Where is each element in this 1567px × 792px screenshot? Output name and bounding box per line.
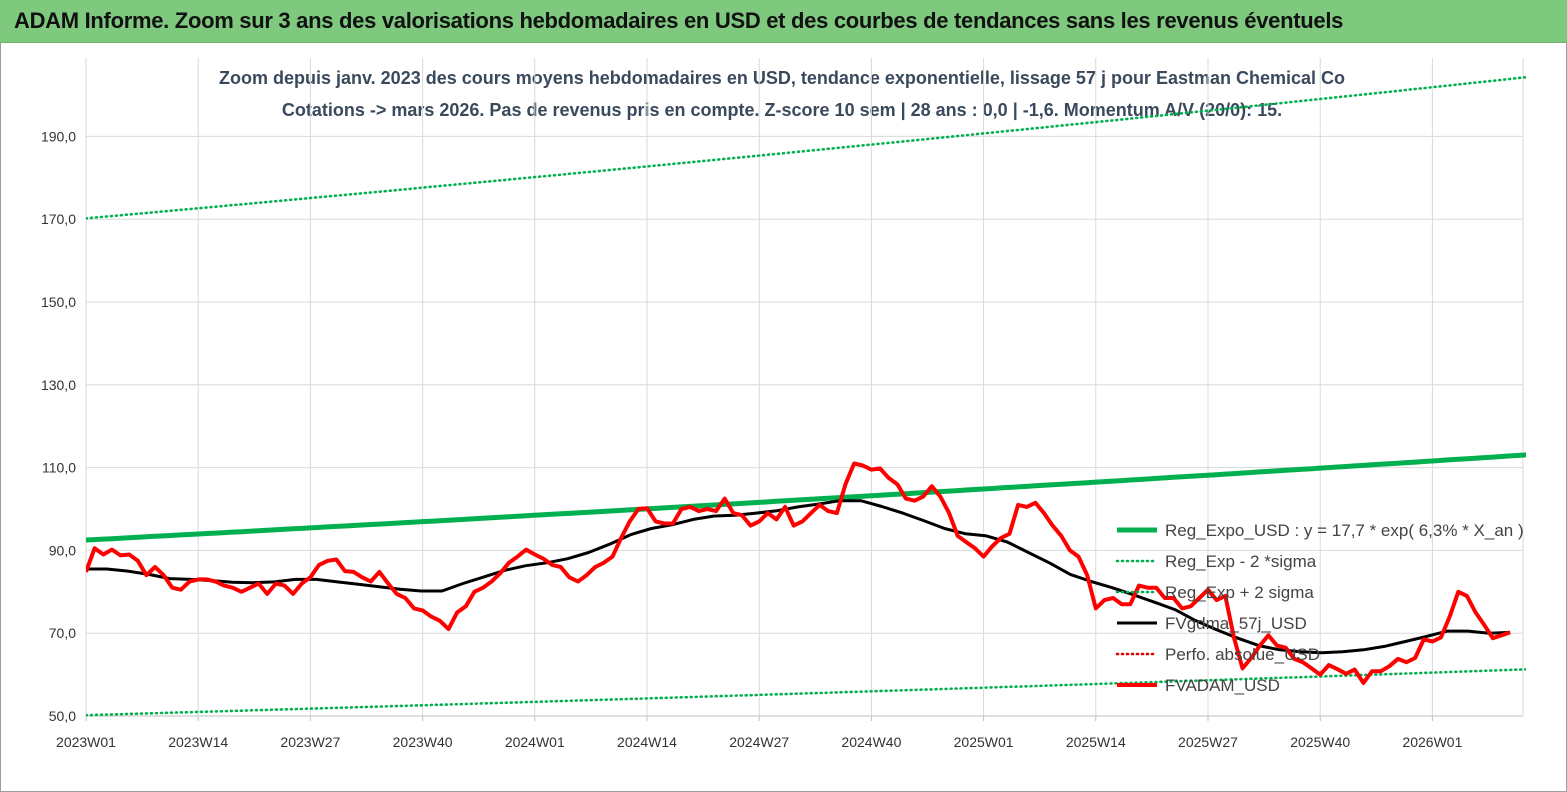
y-tick-label: 130,0 [41,377,76,393]
grid [85,58,1524,717]
y-tick-label: 90,0 [49,542,76,558]
x-tick-label: 2026W01 [1402,734,1462,750]
x-tick-label: 2024W01 [505,734,565,750]
x-tick-label: 2024W14 [617,734,677,750]
x-tick-label: 2025W14 [1066,734,1126,750]
report-banner: ADAM Informe. Zoom sur 3 ans des valoris… [0,0,1567,43]
series-band_minus [86,668,1526,717]
legend-label-perfo: Perfo. absolue_USD [1165,645,1320,664]
y-tick-label: 70,0 [49,625,76,641]
series-layer [86,75,1526,717]
y-tick-label: 190,0 [41,128,76,144]
x-tick-label: 2023W14 [168,734,228,750]
x-tick-label: 2023W40 [393,734,453,750]
legend-label-trend: Reg_Expo_USD : y = 17,7 * exp( 6,3% * X_… [1165,521,1524,540]
y-tick-label: 150,0 [41,294,76,310]
legend-label-band_plus: Reg_Exp + 2 sigma [1165,583,1314,602]
x-tick-label: 2025W27 [1178,734,1238,750]
legend-label-price: FVADAM_USD [1165,676,1280,695]
legend-label-smooth: FVgdma_57j_USD [1165,614,1307,633]
series-trend [86,452,1526,543]
x-tick-label: 2024W40 [841,734,901,750]
y-axis: 50,0 70,0 90,0 110,0 130,0 150,0 170,0 190,0 [41,128,76,724]
y-tick-label: 110,0 [42,460,76,476]
y-tick-label: 170,0 [41,211,76,227]
y-tick-label: 50,0 [49,708,76,724]
series-band_plus [86,75,1526,220]
x-tick-label: 2025W40 [1290,734,1350,750]
x-tick-label: 2024W27 [729,734,789,750]
series-price [86,461,1511,685]
legend-label-band_minus: Reg_Exp - 2 *sigma [1165,552,1317,571]
x-tick-label: 2025W01 [954,734,1014,750]
report-title: ADAM Informe. Zoom sur 3 ans des valoris… [14,8,1344,33]
chart-subtitle: Cotations -> mars 2026. Pas de revenus p… [282,100,1282,120]
chart-title: Zoom depuis janv. 2023 des cours moyens … [219,68,1345,88]
x-axis: 2023W01 2023W14 2023W27 2023W40 2024W01 2024W… [56,716,1463,750]
x-tick-label: 2023W01 [56,734,116,750]
series-smooth [86,499,1511,655]
x-tick-label: 2023W27 [280,734,340,750]
legend: Reg_Expo_USD : y = 17,7 * exp( 6,3% * X_… [1115,521,1524,695]
